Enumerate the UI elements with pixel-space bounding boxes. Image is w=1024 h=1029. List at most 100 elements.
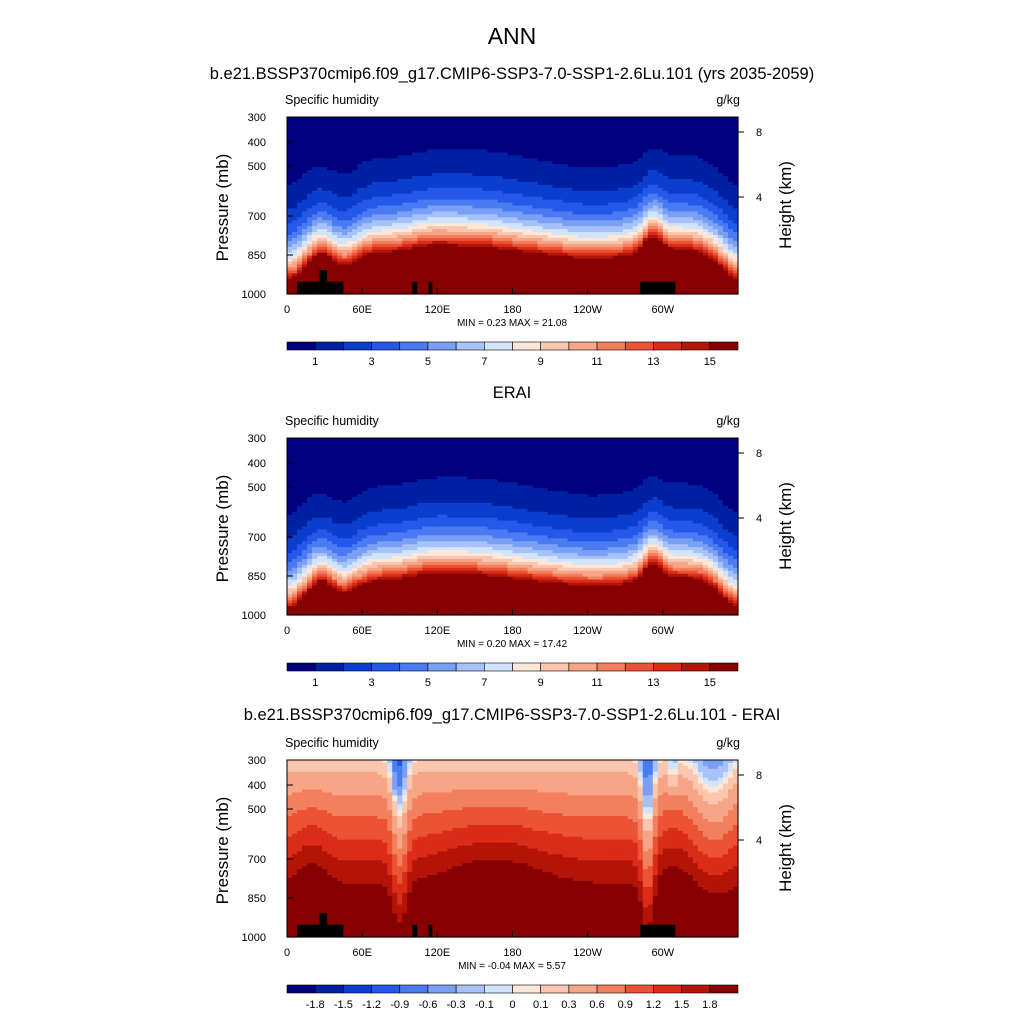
field-cell — [342, 270, 348, 274]
field-cell — [417, 279, 423, 283]
field-cell — [432, 243, 438, 248]
field-cell — [302, 240, 308, 245]
field-cell — [332, 249, 338, 254]
field-cell — [352, 258, 358, 263]
field-cell — [467, 255, 474, 260]
field-cell — [477, 229, 484, 233]
field-cell — [322, 125, 328, 130]
field-cell — [522, 167, 529, 171]
field-cell — [292, 131, 298, 136]
field-cell — [522, 117, 529, 121]
field-cell — [392, 164, 398, 168]
field-cell — [437, 161, 443, 165]
field-cell — [337, 143, 343, 148]
field-cell — [297, 134, 303, 139]
field-cell — [307, 261, 313, 266]
field-cell — [417, 229, 423, 233]
field-cell — [467, 217, 474, 221]
field-cell — [347, 161, 353, 165]
field-cell — [347, 235, 353, 239]
field-cell — [397, 243, 403, 248]
field-cell — [512, 202, 519, 207]
field-cell — [522, 137, 529, 142]
field-cell — [457, 282, 463, 286]
field-cell — [437, 122, 443, 127]
field-cell — [347, 240, 353, 245]
field-cell — [427, 276, 433, 280]
field-cell — [507, 143, 514, 148]
field-cell — [302, 190, 308, 195]
field-cell — [347, 146, 353, 151]
field-cell — [287, 255, 293, 260]
field-cell — [372, 146, 378, 151]
field-cell — [287, 170, 293, 174]
field-cell — [487, 131, 494, 136]
field-cell — [387, 232, 393, 236]
field-cell — [477, 273, 484, 277]
field-cell — [467, 143, 474, 148]
field-cell — [487, 220, 494, 224]
field-cell — [342, 237, 348, 242]
field-cell — [467, 134, 474, 139]
field-cell — [297, 205, 303, 210]
field-cell — [407, 267, 413, 271]
field-cell — [357, 125, 363, 130]
field-cell — [507, 267, 514, 271]
field-cell — [402, 190, 408, 195]
field-cell — [367, 205, 373, 210]
field-cell — [332, 223, 338, 227]
field-cell — [347, 173, 353, 177]
field-cell — [337, 140, 343, 145]
field-cell — [372, 187, 378, 192]
field-cell — [442, 288, 448, 292]
field-cell — [292, 285, 298, 289]
field-cell — [412, 249, 418, 254]
field-cell — [517, 240, 524, 245]
field-cell — [437, 255, 443, 260]
field-cell — [337, 226, 343, 230]
field-cell — [417, 170, 423, 174]
field-cell — [362, 246, 368, 251]
field-cell — [487, 152, 494, 156]
field-cell — [452, 196, 458, 201]
field-cell — [517, 134, 524, 139]
field-cell — [302, 229, 308, 233]
field-cell — [457, 208, 463, 212]
field-cell — [347, 176, 353, 180]
field-cell — [297, 176, 303, 180]
field-cell — [337, 134, 343, 139]
field-cell — [292, 119, 298, 124]
field-cell — [372, 270, 378, 274]
field-cell — [362, 214, 368, 218]
field-cell — [367, 170, 373, 174]
field-cell — [497, 267, 504, 271]
field-cell — [377, 255, 383, 260]
field-cell — [362, 217, 368, 221]
field-cell — [362, 143, 368, 148]
field-cell — [472, 117, 479, 121]
field-cell — [317, 140, 323, 145]
field-cell — [372, 258, 378, 263]
field-cell — [472, 143, 479, 148]
field-cell — [372, 232, 378, 236]
field-cell — [382, 117, 388, 121]
field-cell — [487, 217, 494, 221]
field-cell — [492, 264, 499, 269]
field-cell — [412, 229, 418, 233]
field-cell — [347, 279, 353, 283]
field-cell — [412, 214, 418, 218]
field-cell — [497, 158, 504, 162]
field-cell — [372, 158, 378, 162]
field-cell — [392, 173, 398, 177]
field-cell — [512, 279, 519, 283]
field-cell — [482, 258, 489, 263]
field-cell — [427, 211, 433, 215]
field-cell — [412, 226, 418, 230]
field-cell — [437, 131, 443, 136]
field-cell — [492, 243, 499, 248]
field-cell — [472, 220, 479, 224]
field-cell — [392, 140, 398, 145]
field-cell — [292, 202, 298, 207]
field-cell — [487, 258, 494, 263]
field-cell — [402, 267, 408, 271]
